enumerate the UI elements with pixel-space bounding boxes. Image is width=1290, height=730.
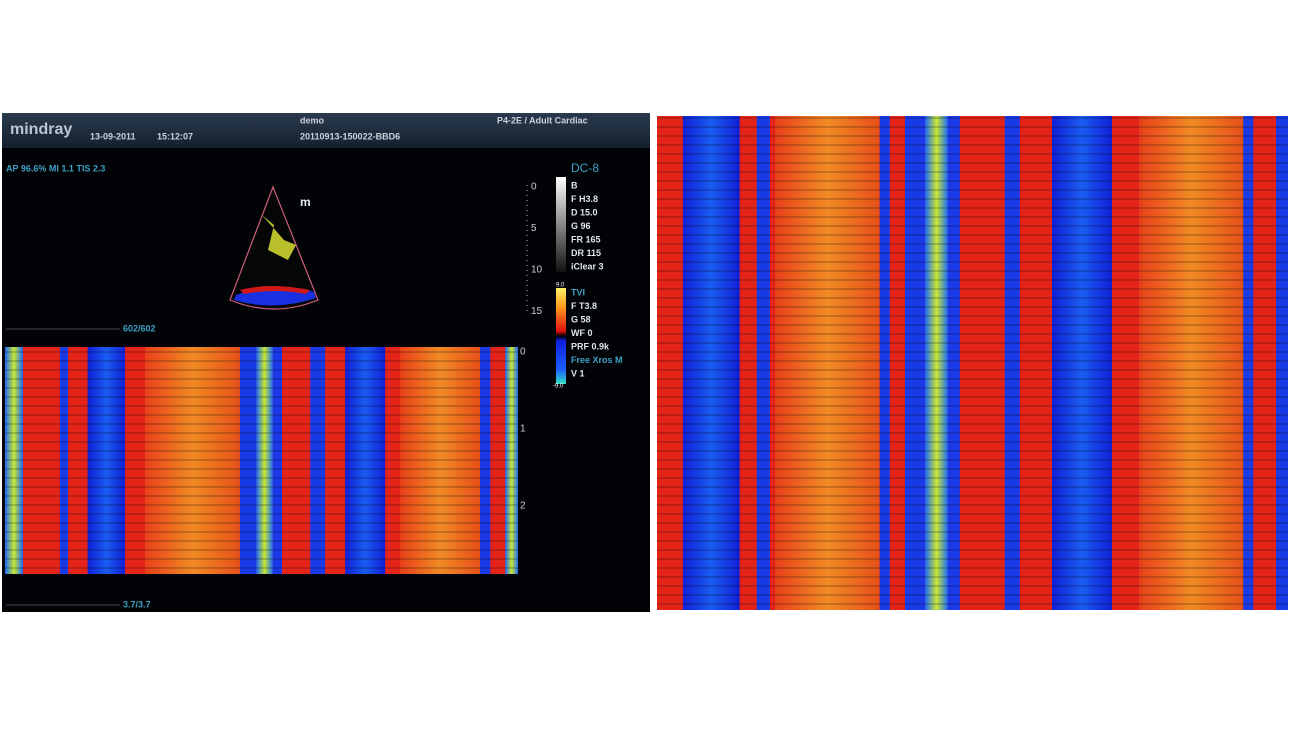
zoomed-m-mode-image bbox=[657, 116, 1288, 610]
mode-label: DC-8 bbox=[571, 161, 599, 175]
tvi-param: F T3.8 bbox=[571, 301, 597, 311]
time-counter: 3.7/3.7 bbox=[123, 599, 151, 609]
color-min: -9.0 bbox=[553, 384, 564, 390]
tvi-param: G 58 bbox=[571, 314, 591, 324]
tvi-params: TVI F T3.8 G 58 WF 0 PRF 0.9k Free Xros M V 1 bbox=[571, 287, 623, 378]
tvi-param: Free Xros M bbox=[571, 355, 623, 365]
depth-label: 10 bbox=[531, 265, 543, 276]
sector-color bbox=[262, 215, 296, 260]
grayscale-bar bbox=[556, 177, 566, 272]
texture bbox=[5, 347, 518, 574]
b-param: DR 115 bbox=[571, 248, 601, 258]
b-param: D 15.0 bbox=[571, 207, 598, 217]
color-bar bbox=[556, 288, 566, 384]
tvi-param: TVI bbox=[571, 287, 585, 297]
acoustic-output: AP 96.6% MI 1.1 TIS 2.3 bbox=[6, 163, 105, 173]
b-param: iClear 3 bbox=[571, 261, 604, 271]
tvi-param: V 1 bbox=[571, 368, 585, 378]
date: 13-09-2011 bbox=[90, 131, 136, 141]
frame-counter: 602/602 bbox=[123, 323, 156, 333]
patient: demo bbox=[300, 115, 325, 125]
m-depth-label: 1 bbox=[520, 424, 526, 435]
m-mode-depth-scale: 0 1 2 bbox=[520, 347, 526, 512]
b-param: B bbox=[571, 180, 578, 190]
texture bbox=[657, 116, 1288, 610]
depth-scale: 0 5 10 15 bbox=[531, 182, 543, 318]
m-mode-image bbox=[5, 347, 518, 574]
m-marker: m bbox=[300, 195, 311, 209]
depth-label: 0 bbox=[531, 182, 537, 193]
b-mode-params: B F H3.8 D 15.0 G 96 FR 165 DR 115 iClear 3 bbox=[571, 180, 604, 271]
b-param: FR 165 bbox=[571, 234, 601, 244]
logo: mindray bbox=[10, 121, 72, 138]
m-depth-label: 2 bbox=[520, 501, 526, 512]
depth-label: 5 bbox=[531, 223, 537, 234]
time: 15:12:07 bbox=[157, 131, 193, 141]
exam-id: 20110913-150022-BBD6 bbox=[300, 131, 400, 141]
m-depth-label: 0 bbox=[520, 347, 526, 358]
probe: P4-2E / Adult Cardiac bbox=[497, 115, 588, 125]
b-param: G 96 bbox=[571, 221, 591, 231]
tvi-param: WF 0 bbox=[571, 328, 593, 338]
header-bar bbox=[2, 113, 650, 148]
sector-color bbox=[240, 286, 310, 294]
tvi-param: PRF 0.9k bbox=[571, 341, 610, 351]
color-max: 9.0 bbox=[556, 283, 565, 289]
b-param: F H3.8 bbox=[571, 194, 598, 204]
depth-label: 15 bbox=[531, 306, 543, 317]
